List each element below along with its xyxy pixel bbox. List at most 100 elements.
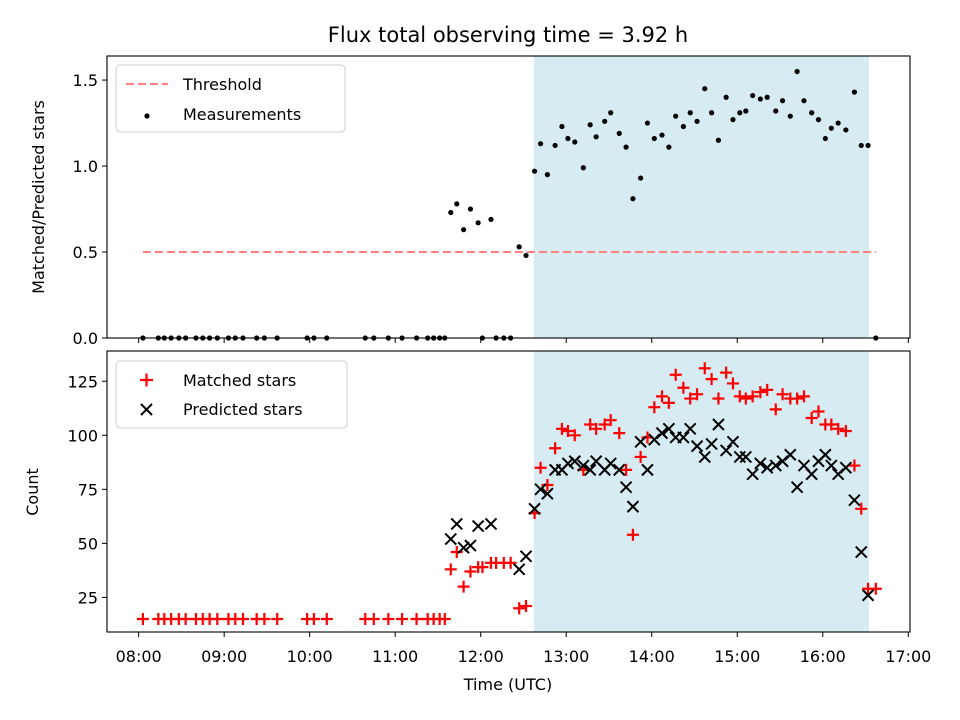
matched-star-point	[805, 412, 818, 425]
measurement-point	[537, 141, 544, 147]
predicted-star-point	[662, 422, 676, 436]
bottom-y-axis-label: Count	[23, 468, 42, 516]
matched-star-point	[691, 388, 704, 401]
top-y-axis-label: Matched/Predicted stars	[29, 100, 48, 294]
matched-star-point	[733, 390, 746, 403]
measurement-point	[865, 142, 871, 149]
matched-star-point	[613, 427, 626, 440]
predicted-star-point	[690, 439, 704, 453]
measurement-point	[454, 201, 460, 207]
legend-measurements-label: Measurements	[183, 105, 301, 124]
measurement-point	[773, 108, 779, 114]
y-tick-label: 100	[67, 426, 98, 445]
measurement-point	[593, 134, 599, 140]
matched-star-point	[561, 424, 574, 437]
measurement-point	[843, 127, 849, 133]
y-tick-label: 0.5	[73, 243, 98, 262]
x-axis-label: Time (UTC)	[463, 675, 552, 694]
measurement-point	[815, 117, 822, 123]
measurement-point	[523, 252, 529, 259]
predicted-star-point	[698, 450, 711, 464]
matched-star-point	[839, 424, 852, 437]
measurement-point	[461, 227, 467, 233]
predicted-star-point	[861, 589, 875, 602]
top-axis-ticks: 0.0 0.5 1.0 1.5	[73, 71, 909, 348]
matched-star-point	[648, 401, 661, 414]
matched-star-point	[797, 390, 810, 403]
measurement-point	[757, 96, 763, 102]
predicted-star-point	[619, 480, 633, 494]
measurement-point	[851, 89, 858, 95]
measurement-point	[764, 94, 770, 100]
matched-star-point	[746, 390, 759, 403]
predicted-star-point	[712, 418, 725, 431]
predicted-star-point	[450, 517, 463, 531]
measurement-point	[666, 144, 672, 150]
predicted-star-point	[641, 463, 654, 477]
y-tick-label: 125	[67, 372, 98, 391]
measurement-point	[565, 135, 571, 142]
measurement-point	[787, 113, 793, 119]
x-tick-label: 16:00	[800, 647, 846, 666]
y-tick-label: 0.0	[73, 329, 98, 348]
matched-star-point	[476, 561, 489, 574]
matched-star-point	[684, 392, 697, 405]
y-tick-label: 25	[78, 588, 98, 607]
matched-star-point	[396, 613, 409, 626]
measurement-point	[638, 175, 644, 181]
measurement-point	[488, 216, 494, 222]
measurement-point	[737, 110, 743, 116]
predicted-star-point	[457, 541, 470, 554]
matched-star-point	[634, 450, 647, 463]
predicted-star-point	[634, 435, 647, 448]
matched-star-point	[438, 613, 451, 626]
legend-measurements-swatch	[144, 113, 150, 119]
measurement-point	[580, 165, 586, 171]
bottom-panel-plot: 25 50 75 100 125 08:00 09:00 10:00 11:00 12:00 13:…	[23, 350, 931, 694]
measurement-point	[587, 122, 593, 128]
y-tick-label: 50	[78, 534, 98, 553]
measurement-point	[743, 108, 749, 114]
x-tick-label: 14:00	[629, 647, 675, 666]
matched-star-point	[825, 418, 838, 431]
predicted-star-point	[819, 448, 832, 461]
measurement-point	[559, 123, 565, 130]
matched-star-point	[656, 390, 669, 403]
predicted-star-point	[684, 422, 697, 436]
predicted-star-point	[855, 545, 868, 559]
measurement-point	[828, 125, 834, 131]
measurement-point	[694, 118, 700, 124]
matched-star-point	[739, 392, 752, 405]
matched-star-point	[855, 502, 868, 515]
predicted-star-point	[626, 500, 640, 513]
matched-star-point	[534, 461, 547, 474]
predicted-star-point	[839, 461, 853, 474]
matched-star-point	[754, 386, 767, 399]
measurement-point	[623, 144, 629, 150]
chart-title: Flux total observing time = 3.92 h	[328, 23, 688, 47]
matched-star-point	[720, 366, 733, 379]
matched-star-point	[367, 613, 380, 626]
predicted-star-point	[519, 550, 533, 563]
measurement-point	[448, 209, 454, 216]
matched-star-point	[712, 392, 725, 405]
measurement-point	[544, 172, 551, 178]
measurement-point	[702, 86, 708, 92]
bottom-axes-frame	[106, 350, 911, 633]
predicted-star-point	[746, 468, 759, 481]
matched-star-point	[848, 459, 861, 472]
predicted-star-point	[705, 437, 718, 451]
legend-predicted-label: Predicted stars	[183, 400, 303, 419]
top-shaded-region	[533, 56, 869, 338]
measurement-point	[779, 98, 786, 104]
legend-matched-label: Matched stars	[183, 371, 296, 390]
matched-star-point	[211, 613, 224, 626]
measurement-point	[680, 123, 686, 130]
matched-star-point	[698, 362, 711, 375]
measurement-point	[709, 110, 715, 116]
matched-star-point	[604, 414, 617, 427]
predicted-star-point	[825, 459, 838, 472]
predicted-star-point	[784, 448, 797, 461]
measurement-point	[822, 135, 828, 142]
measurement-point	[467, 206, 474, 212]
